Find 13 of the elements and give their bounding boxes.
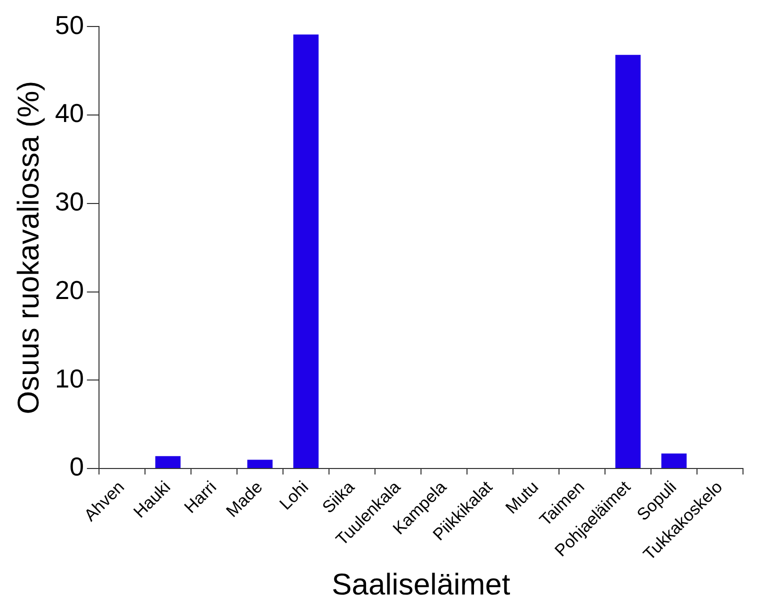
- bar: [247, 460, 273, 468]
- bar: [293, 34, 319, 468]
- y-tick-label: 40: [55, 98, 84, 128]
- y-axis-title: Osuus ruokavaliossa (%): [12, 80, 46, 414]
- bar: [155, 456, 181, 468]
- bar: [661, 454, 687, 468]
- x-axis-title: Saaliseläimet: [332, 568, 511, 602]
- y-tick-label: 30: [55, 186, 84, 217]
- y-tick-label: 10: [55, 363, 84, 394]
- y-tick-label: 0: [69, 452, 84, 482]
- y-tick-label: 50: [55, 10, 84, 40]
- bar: [615, 54, 641, 468]
- y-tick-label: 20: [55, 274, 84, 305]
